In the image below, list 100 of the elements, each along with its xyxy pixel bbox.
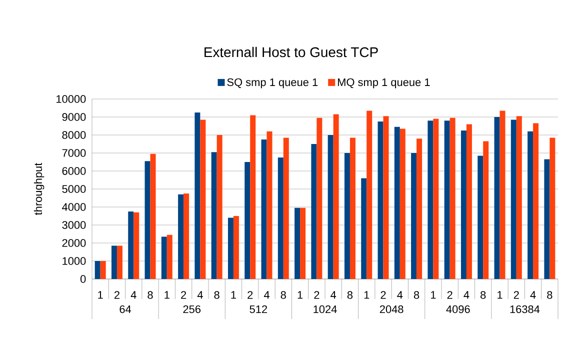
chart-title: Externall Host to Guest TCP [204, 46, 378, 58]
x-tick-label: 1 [164, 291, 170, 299]
text: 2048 [380, 305, 404, 314]
bar [344, 153, 350, 279]
x-tick-label: 1 [298, 291, 303, 299]
text: 1024 [314, 305, 337, 314]
x-tick-label: 1 [430, 291, 436, 299]
bar [550, 138, 556, 279]
x-tick-label: 8 [148, 291, 153, 299]
y-tick-label: 0 [80, 275, 86, 283]
bar [294, 208, 300, 279]
x-tick-label: 2 [380, 291, 386, 299]
x-tick-label: 1 [98, 291, 103, 299]
bar [533, 123, 539, 279]
bar [366, 110, 372, 279]
x-tick-label: 4 [130, 291, 136, 299]
text: 4096 [446, 305, 470, 314]
legend-label: MQ smp 1 queue 1 [338, 78, 430, 88]
bar [211, 152, 217, 279]
bar [433, 118, 439, 279]
bar [428, 120, 434, 279]
bar [283, 138, 289, 279]
x-tick-label: 1 [231, 291, 236, 299]
x-tick-label: 2 [314, 291, 320, 299]
x-tick-label: 2 [114, 291, 120, 299]
bar [100, 261, 106, 279]
bar [111, 246, 117, 279]
x-tick-label: 2 [248, 291, 253, 299]
bar [328, 135, 334, 279]
bar [161, 236, 167, 279]
x-tick-label: 1 [364, 291, 370, 299]
y-tick-label: 8000 [62, 131, 86, 139]
bar [128, 212, 134, 279]
y-axis-title: throughput [34, 162, 44, 216]
bar [228, 218, 234, 279]
bar [444, 120, 450, 279]
bar [200, 120, 206, 279]
y-tick-label: 6000 [62, 167, 86, 175]
bar [478, 156, 484, 279]
y-tick-label: 5000 [62, 185, 86, 193]
bar [150, 154, 156, 279]
bar [134, 212, 140, 279]
bar [500, 110, 506, 279]
x-tick-label: 2 [447, 291, 452, 299]
x-tick-label: 4 [197, 291, 203, 299]
bar [361, 178, 367, 279]
bar [466, 124, 472, 279]
text: 256 [183, 305, 201, 314]
x-tick-label: 8 [414, 291, 420, 299]
bar [483, 141, 489, 279]
bar [116, 246, 122, 279]
bar [400, 128, 406, 279]
bar [333, 114, 339, 279]
bar [544, 159, 550, 279]
bar [516, 116, 522, 279]
bar [378, 122, 384, 279]
bar [94, 261, 100, 279]
bar [184, 194, 190, 279]
y-tick-label: 7000 [62, 149, 86, 157]
bar [144, 161, 150, 279]
bar [383, 116, 389, 279]
bar [411, 153, 417, 279]
y-tick-label: 10000 [56, 95, 86, 103]
y-tick-label: 3000 [62, 221, 86, 229]
bar [528, 131, 534, 279]
x-tick-label: 1 [498, 291, 502, 299]
bar [416, 138, 422, 279]
legend-label: SQ smp 1 queue 1 [227, 78, 318, 88]
x-tick-label: 8 [214, 291, 220, 299]
bar [316, 118, 322, 279]
bar [394, 126, 400, 279]
bar [300, 208, 306, 279]
bar [250, 115, 256, 279]
bar [216, 135, 222, 279]
bar [266, 131, 272, 279]
y-tick-label: 1000 [62, 257, 86, 265]
x-tick-label: 8 [280, 291, 286, 299]
y-tick-label: 2000 [62, 239, 86, 247]
y-tick-label: 9000 [62, 113, 86, 121]
x-tick-label: 4 [464, 291, 470, 299]
x-tick-label: 4 [530, 291, 536, 299]
bar [261, 140, 267, 279]
text: 64 [120, 305, 132, 314]
bar [178, 194, 184, 279]
x-tick-label: 4 [264, 291, 270, 299]
bar [278, 158, 284, 279]
bar [510, 120, 516, 279]
bar [350, 138, 356, 279]
bar [311, 144, 317, 279]
x-tick-label: 2 [181, 291, 186, 299]
x-tick-label: 4 [330, 291, 336, 299]
text: 512 [250, 305, 268, 314]
bar [460, 130, 466, 279]
x-tick-label: 2 [514, 291, 519, 299]
bar [244, 162, 250, 279]
x-tick-label: 8 [547, 291, 552, 299]
text: 16384 [510, 305, 540, 314]
y-tick-label: 4000 [62, 203, 86, 211]
x-tick-label: 8 [347, 291, 353, 299]
x-tick-label: 8 [480, 291, 486, 299]
